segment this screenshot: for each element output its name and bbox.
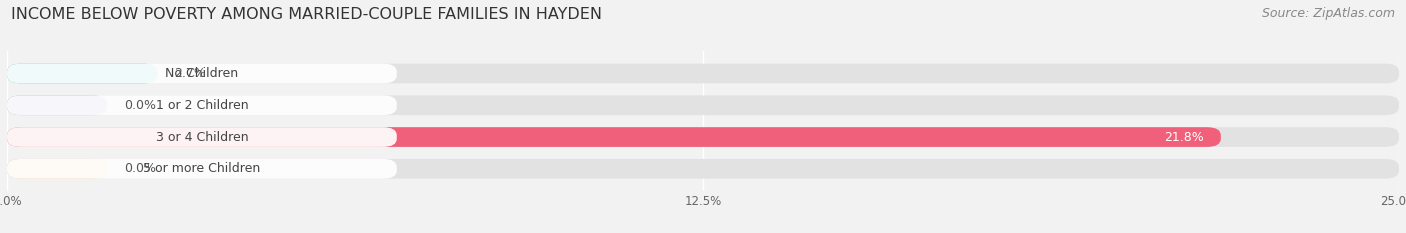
Text: No Children: No Children bbox=[166, 67, 239, 80]
Text: INCOME BELOW POVERTY AMONG MARRIED-COUPLE FAMILIES IN HAYDEN: INCOME BELOW POVERTY AMONG MARRIED-COUPL… bbox=[11, 7, 602, 22]
Text: 21.8%: 21.8% bbox=[1164, 130, 1204, 144]
Text: 5 or more Children: 5 or more Children bbox=[143, 162, 260, 175]
FancyBboxPatch shape bbox=[7, 96, 1399, 115]
FancyBboxPatch shape bbox=[7, 64, 157, 83]
FancyBboxPatch shape bbox=[7, 64, 396, 83]
Text: 0.0%: 0.0% bbox=[124, 162, 156, 175]
FancyBboxPatch shape bbox=[7, 127, 396, 147]
Text: 2.7%: 2.7% bbox=[174, 67, 205, 80]
FancyBboxPatch shape bbox=[7, 64, 1399, 83]
FancyBboxPatch shape bbox=[7, 96, 396, 115]
FancyBboxPatch shape bbox=[7, 159, 396, 179]
Text: 1 or 2 Children: 1 or 2 Children bbox=[156, 99, 249, 112]
FancyBboxPatch shape bbox=[7, 159, 1399, 179]
FancyBboxPatch shape bbox=[7, 127, 1399, 147]
FancyBboxPatch shape bbox=[7, 159, 107, 179]
FancyBboxPatch shape bbox=[7, 96, 107, 115]
Text: 3 or 4 Children: 3 or 4 Children bbox=[156, 130, 249, 144]
FancyBboxPatch shape bbox=[7, 127, 1220, 147]
Text: Source: ZipAtlas.com: Source: ZipAtlas.com bbox=[1261, 7, 1395, 20]
Text: 0.0%: 0.0% bbox=[124, 99, 156, 112]
